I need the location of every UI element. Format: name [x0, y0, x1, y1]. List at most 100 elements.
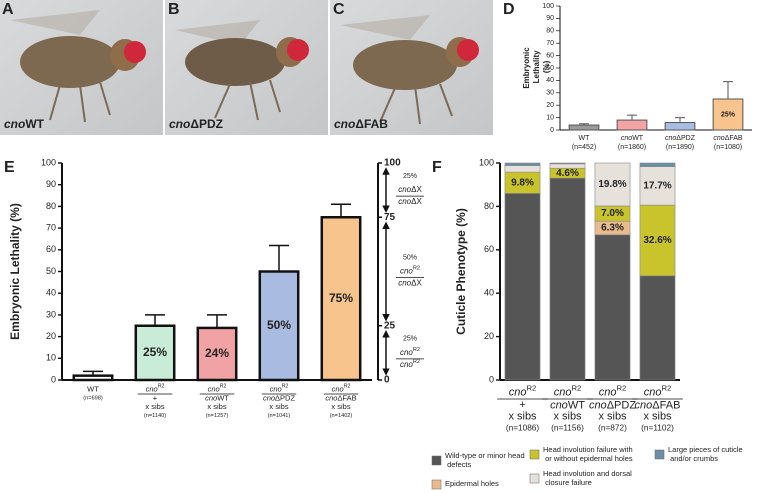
error-bar: [579, 123, 589, 126]
bar: [72, 374, 114, 382]
value-label: 50%: [267, 318, 291, 332]
photos: [0, 0, 493, 135]
x-tick-cross: x sibs: [269, 402, 288, 411]
y-tick-label: 80: [546, 28, 554, 35]
x-tick-count: (n=1041): [268, 413, 291, 419]
bar-segment: [549, 163, 586, 169]
x-tick-count: (n=1140): [144, 413, 166, 419]
y-tick-label: 0: [489, 374, 494, 384]
legend-swatch: [431, 479, 442, 490]
x-tick-numerator: cnoR2: [146, 384, 165, 394]
y-axis-label: Embryonic Lethality (%): [8, 203, 22, 340]
x-tick-label: cnoΔPDZ: [263, 394, 296, 403]
bar: [664, 122, 696, 131]
x-tick-cross: x sibs: [508, 411, 537, 423]
value-label: 6.3%: [601, 223, 624, 234]
y-tick-label: 30: [46, 309, 56, 319]
annotation-bottom: cnoΔX: [398, 279, 422, 288]
y-tick-label: 50: [546, 65, 554, 72]
y-tick-label: 50: [46, 266, 56, 276]
y-tick-label: 0: [51, 374, 56, 384]
value-label: 24%: [205, 346, 229, 360]
bar-segment: [549, 162, 586, 165]
x-tick-numerator: cnoR2: [554, 383, 582, 398]
x-tick-cross: x sibs: [553, 411, 582, 423]
legend-swatch: [431, 455, 442, 466]
legend-swatch: [529, 473, 540, 484]
bar-segment: [504, 193, 541, 381]
y-tick-label: 10: [46, 353, 56, 363]
legend-label: Head involution failure with or without …: [543, 445, 633, 463]
x-tick-label: cnoWT: [621, 135, 644, 142]
bar-segment: [504, 162, 541, 166]
x-tick-count: (n=1086): [506, 423, 540, 432]
x-tick-label: cnoΔPDZ: [589, 399, 636, 411]
x-tick-count: (n=1402): [330, 413, 353, 419]
annotation-top: cnoR2: [400, 347, 420, 357]
error-bar: [627, 114, 637, 121]
x-tick-cross: x sibs: [207, 402, 226, 411]
value-label: 7.0%: [601, 208, 624, 219]
error-bar: [145, 314, 165, 326]
y-tick-label: 80: [484, 201, 494, 211]
x-tick-count: (n=1102): [641, 423, 674, 432]
panel-letter: C: [333, 1, 345, 18]
bar-segment: [594, 234, 631, 381]
x-tick-numerator: cnoR2: [509, 383, 537, 398]
value-label: 25%: [721, 111, 736, 118]
error-bar: [83, 370, 103, 376]
x-tick-numerator: cnoR2: [332, 384, 351, 394]
bar-segment: [639, 204, 676, 277]
x-tick-numerator: cnoR2: [644, 383, 672, 398]
x-tick-label: WT: [579, 135, 591, 142]
y-tick-label: 100: [542, 3, 554, 10]
x-tick-label: +: [153, 394, 158, 403]
legend-swatch: [529, 449, 540, 460]
x-tick-label: cnoΔPDZ: [665, 135, 696, 142]
value-label: 75%: [329, 291, 353, 305]
bar-segment: [594, 162, 631, 207]
y-tick-label: 40: [484, 288, 494, 298]
y2-tick-label: 25: [384, 320, 396, 331]
y-tick-label: 100: [479, 157, 494, 167]
bar: [134, 324, 176, 382]
bar-segment: [639, 275, 676, 381]
panel-letter: B: [168, 1, 180, 18]
panel-letter: F: [432, 159, 442, 176]
annotation-bottom: cnoR2: [400, 359, 420, 369]
error-bar: [269, 244, 289, 272]
photo-caption: cnoΔFAB: [334, 117, 388, 131]
legend-swatch: [654, 449, 665, 460]
annotation-top: cnoΔX: [398, 185, 422, 194]
x-tick-count: (n=698): [83, 395, 103, 401]
y-tick-label: 20: [46, 331, 56, 341]
legend-label: Large pieces of cuticle and/or crumbs: [668, 445, 743, 463]
y2-tick-label: 100: [384, 158, 401, 169]
x-tick-count: (n=452): [572, 144, 596, 151]
annotation-pct: 25%: [403, 173, 417, 180]
x-tick-count: (n=1156): [551, 423, 584, 432]
x-tick-label: cnoΔFAB: [635, 399, 681, 411]
annotation-pct: 50%: [403, 254, 417, 261]
fly: [175, 20, 309, 121]
x-tick-count: (n=1080): [714, 144, 742, 151]
y-tick-label: 20: [546, 102, 554, 109]
fly: [10, 10, 146, 123]
legend-label: Wild-type or minor head defects: [445, 451, 525, 469]
y-tick-label: 70: [46, 222, 56, 232]
value-label: 25%: [143, 345, 167, 359]
x-tick-numerator: cnoR2: [208, 384, 227, 394]
y-tick-label: 10: [546, 114, 554, 121]
annotation-bottom: cnoΔX: [398, 197, 422, 206]
x-tick-label: cnoΔFAB: [713, 135, 743, 142]
x-tick-label: +: [519, 399, 525, 411]
bar: [616, 119, 648, 131]
legend-label: Head involution and dorsal closure failu…: [543, 469, 632, 487]
x-tick-cross: x sibs: [598, 411, 627, 423]
value-label: 9.8%: [511, 177, 534, 188]
error-bar: [331, 203, 351, 218]
y-tick-label: 30: [546, 90, 554, 97]
bar: [568, 124, 600, 131]
photo-caption: cnoΔPDZ: [169, 117, 223, 131]
photo-caption: cnoWT: [4, 117, 45, 131]
